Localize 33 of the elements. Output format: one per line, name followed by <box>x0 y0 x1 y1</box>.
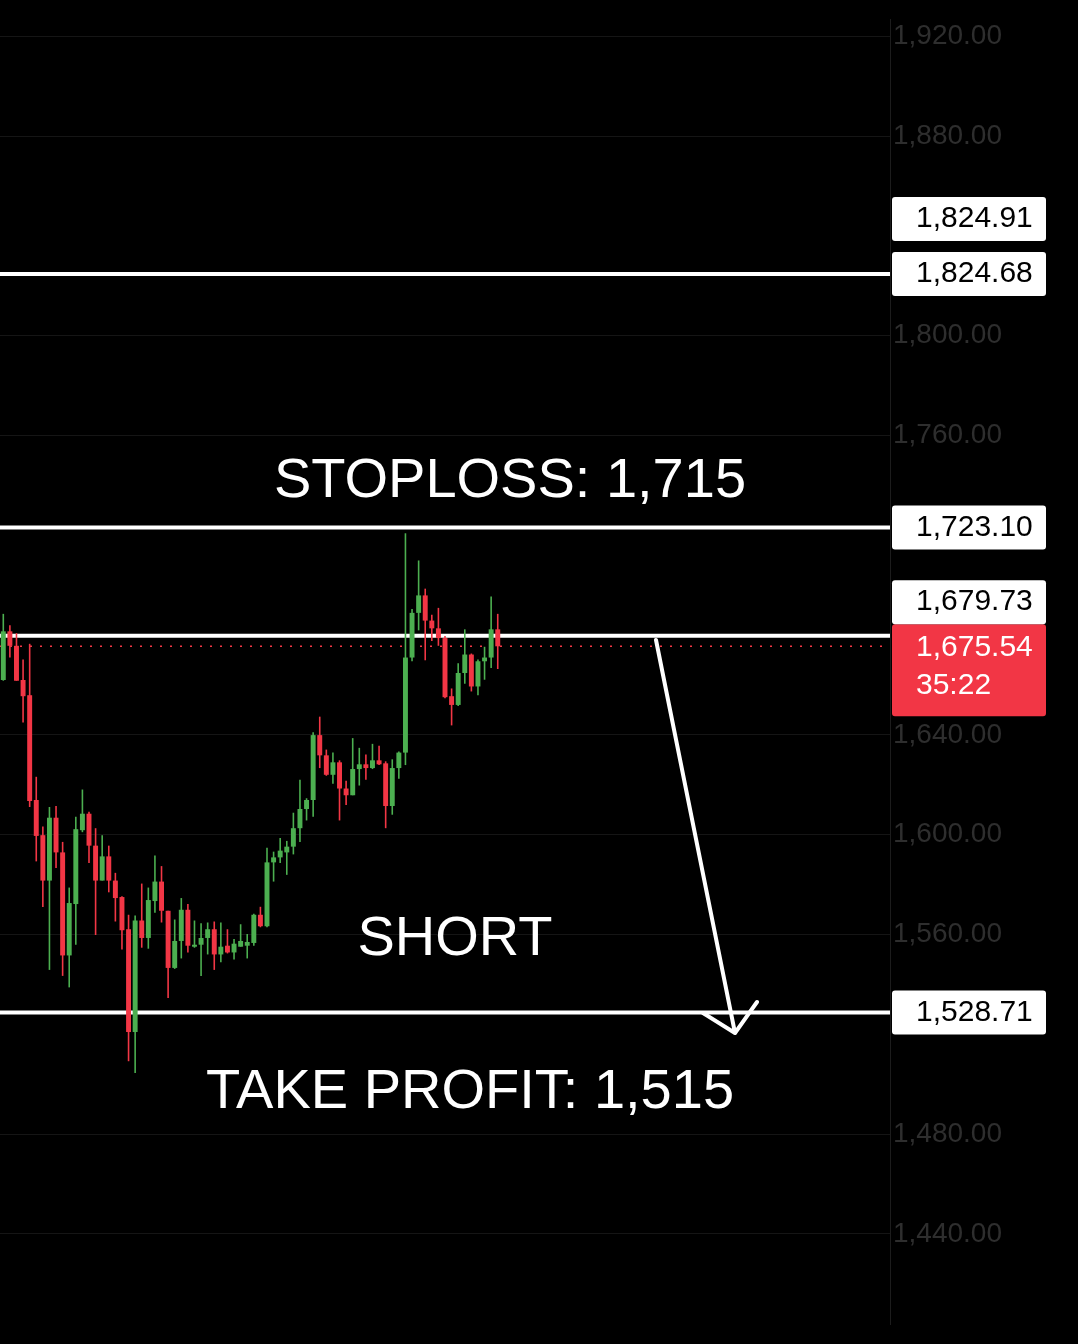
candlestick <box>192 919 197 949</box>
candlestick <box>449 687 455 727</box>
annotation: SHORT <box>357 904 553 968</box>
text: 1,824.91 <box>916 200 1033 234</box>
candlestick <box>198 922 204 977</box>
candlestick <box>257 905 263 929</box>
annotation: STOPLOSS: 1,715 <box>273 446 747 510</box>
candlestick <box>462 628 468 685</box>
ref-line-label: 1,528.71 <box>916 993 1033 1027</box>
candlestick <box>304 797 310 822</box>
candlestick <box>271 850 277 883</box>
candlestick <box>356 747 362 787</box>
candlestick <box>363 753 369 781</box>
annotation: TAKE PROFIT: 1,515 <box>205 1057 735 1121</box>
candlestick <box>205 921 211 956</box>
candlestick <box>317 715 323 769</box>
candlestick <box>224 928 230 955</box>
candlestick <box>343 779 349 806</box>
ref-line-label: 1,679.73 <box>916 583 1033 617</box>
candlestick <box>139 882 145 949</box>
ref-line-label: 1,723.10 <box>916 508 1033 542</box>
candlestick <box>290 811 296 856</box>
ref-line-label: 1,824.68 <box>916 255 1033 289</box>
candlestick <box>416 559 422 632</box>
ref-line-label: 1,675.54 35:22 <box>916 629 1033 701</box>
candlestick <box>218 921 224 963</box>
candlestick <box>330 751 336 785</box>
candlestick <box>429 614 435 642</box>
candlestick <box>79 788 85 833</box>
candlestick <box>370 743 375 770</box>
candlestick <box>396 750 402 780</box>
candlestick <box>323 748 329 777</box>
candlestick <box>297 778 303 843</box>
